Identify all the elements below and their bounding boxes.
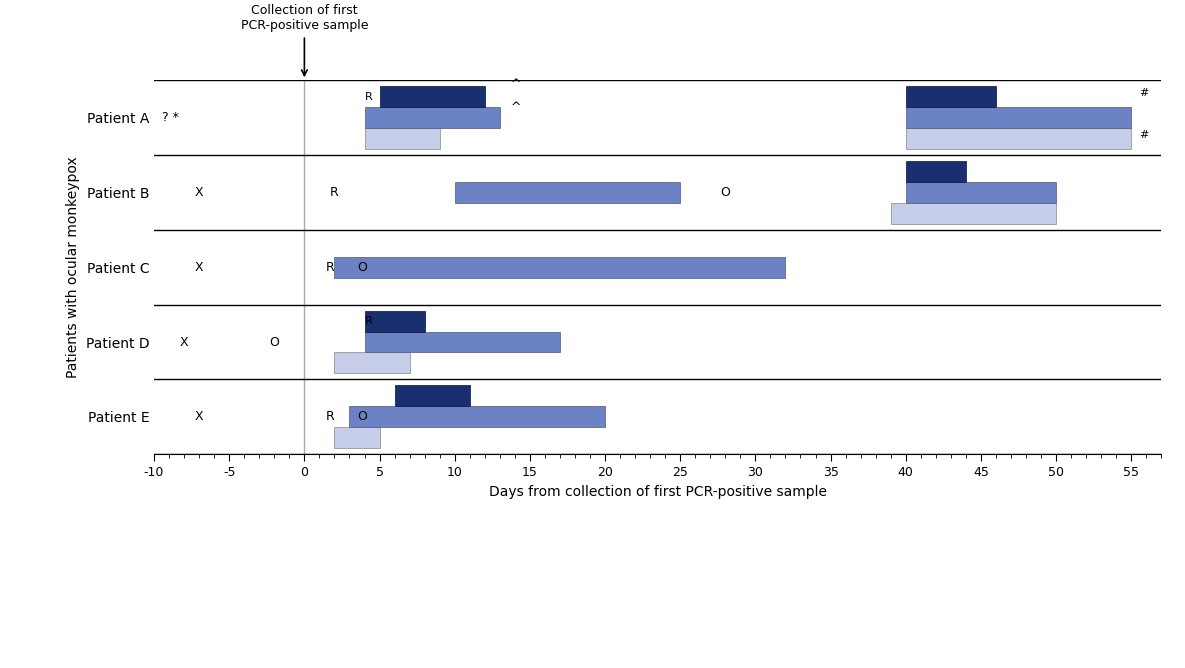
Bar: [334, 428, 379, 448]
Text: R: R: [326, 410, 334, 424]
Bar: [365, 128, 440, 149]
X-axis label: Days from collection of first PCR-positive sample: Days from collection of first PCR-positi…: [488, 484, 827, 498]
Text: R: R: [331, 186, 339, 199]
Bar: [334, 353, 410, 373]
Bar: [905, 128, 1132, 149]
Bar: [365, 107, 500, 128]
Text: O: O: [720, 186, 730, 199]
Bar: [905, 86, 995, 107]
Text: #: #: [1139, 88, 1148, 98]
Bar: [905, 161, 966, 182]
Text: X: X: [194, 410, 204, 424]
Text: O: O: [357, 261, 367, 274]
Text: R: R: [365, 316, 372, 326]
Bar: [379, 86, 485, 107]
Text: O: O: [357, 410, 367, 424]
Bar: [905, 182, 1056, 203]
Y-axis label: Patients with ocular monkeypox: Patients with ocular monkeypox: [66, 156, 81, 378]
Bar: [365, 331, 561, 353]
Text: X: X: [180, 335, 188, 349]
Text: #: #: [1139, 130, 1148, 140]
Bar: [455, 182, 680, 203]
Text: ^: ^: [511, 77, 521, 91]
Bar: [334, 257, 786, 278]
Text: R: R: [326, 261, 334, 274]
Text: Collection of first
PCR-positive sample: Collection of first PCR-positive sample: [241, 3, 369, 31]
Bar: [905, 107, 1132, 128]
Text: X: X: [194, 261, 204, 274]
Text: ? *: ? *: [161, 111, 179, 124]
Text: R: R: [365, 92, 372, 102]
Text: X: X: [194, 186, 204, 199]
Text: O: O: [269, 335, 280, 349]
Text: ^: ^: [511, 101, 521, 114]
Bar: [350, 406, 606, 428]
Bar: [891, 203, 1056, 224]
Bar: [395, 385, 469, 406]
Bar: [365, 311, 424, 331]
